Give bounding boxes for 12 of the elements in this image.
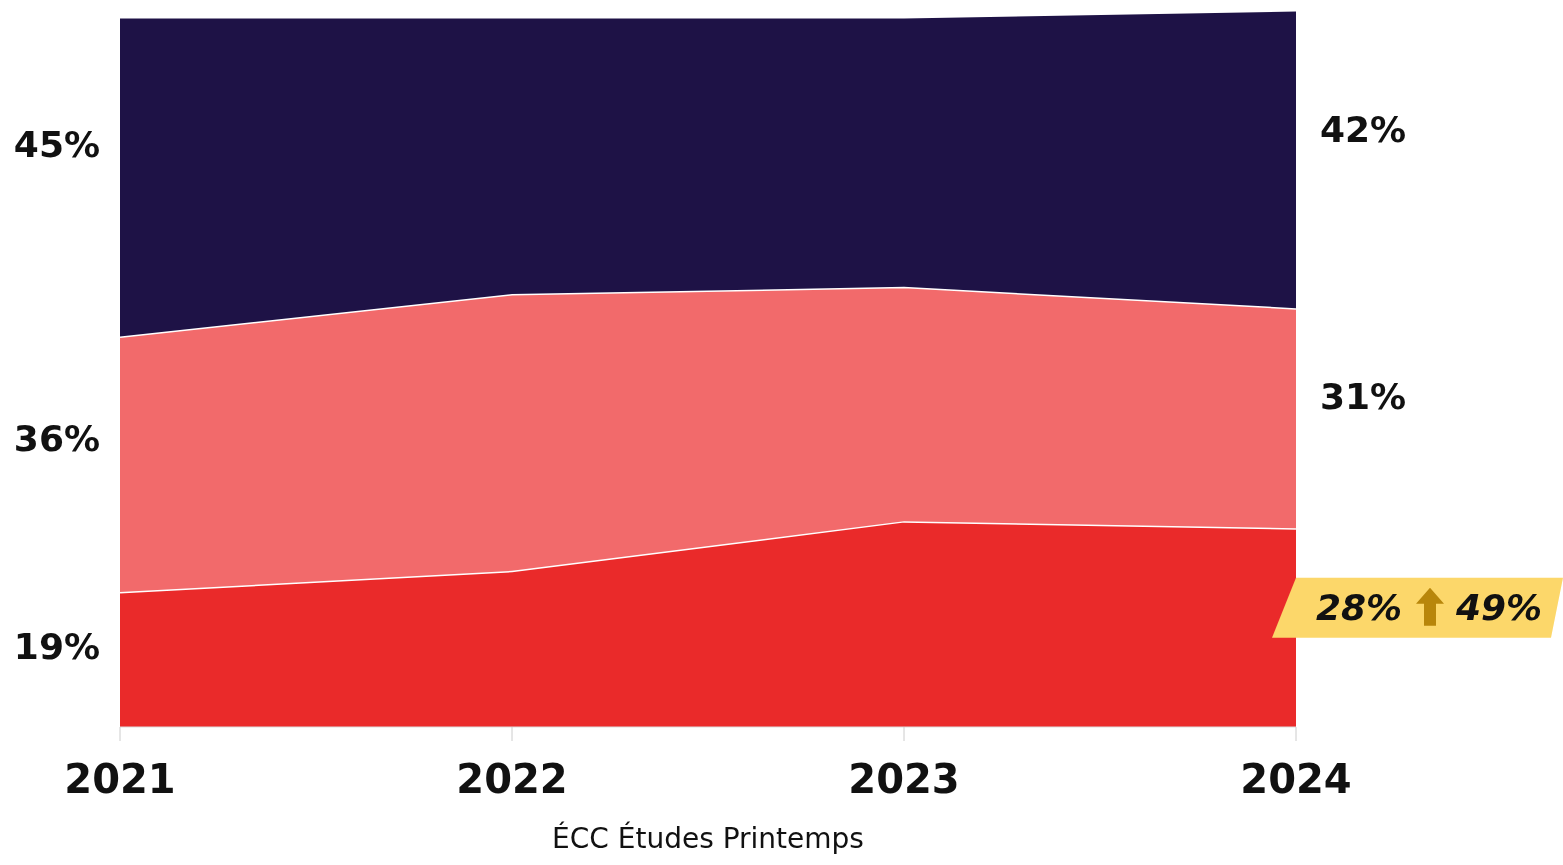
- data-label: 28%: [1316, 587, 1403, 629]
- x-tick-label: 2023: [848, 756, 960, 802]
- x-tick-label: 2021: [64, 756, 176, 802]
- data-label: 45%: [13, 124, 100, 166]
- data-label: 36%: [13, 418, 100, 460]
- data-label: 31%: [1320, 375, 1407, 417]
- text: 49%: [1455, 587, 1543, 629]
- x-tick-label: 2022: [456, 756, 568, 802]
- data-label: 19%: [13, 625, 100, 667]
- data-label: 42%: [1320, 108, 1407, 150]
- x-tick-label: 2024: [1240, 756, 1352, 802]
- x-axis-title: ÉCC Études Printemps: [552, 821, 864, 855]
